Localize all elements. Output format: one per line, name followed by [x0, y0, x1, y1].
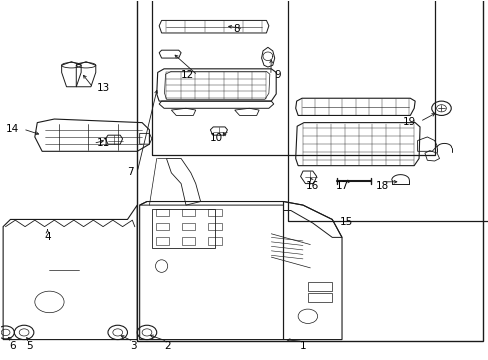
Text: 8: 8: [232, 24, 239, 34]
Text: 3: 3: [130, 341, 136, 351]
Bar: [182, 237, 195, 244]
Bar: [152, 209, 215, 248]
Text: 19: 19: [402, 117, 415, 127]
Text: 14: 14: [6, 124, 19, 134]
Bar: [207, 209, 221, 216]
Text: 11: 11: [97, 139, 110, 148]
Text: 10: 10: [209, 133, 223, 143]
Text: 9: 9: [274, 70, 281, 80]
Bar: [152, 0, 434, 155]
Bar: [156, 223, 169, 230]
Bar: [307, 282, 331, 291]
Text: 17: 17: [335, 181, 348, 191]
Text: 4: 4: [44, 232, 51, 242]
Bar: [156, 237, 169, 244]
Bar: [137, 0, 483, 341]
Text: 2: 2: [164, 341, 170, 351]
Text: 16: 16: [305, 181, 319, 191]
Bar: [307, 293, 331, 302]
Bar: [288, 0, 488, 221]
Bar: [182, 209, 195, 216]
Text: 13: 13: [97, 83, 110, 93]
Text: 15: 15: [340, 217, 353, 227]
Text: 5: 5: [26, 341, 33, 351]
Text: 18: 18: [375, 181, 388, 191]
Text: 6: 6: [10, 341, 16, 351]
Bar: [207, 237, 221, 244]
Text: 7: 7: [126, 167, 133, 177]
Text: 1: 1: [299, 341, 305, 351]
Bar: [207, 223, 221, 230]
Bar: [182, 223, 195, 230]
Bar: [156, 209, 169, 216]
Text: 12: 12: [180, 70, 193, 80]
